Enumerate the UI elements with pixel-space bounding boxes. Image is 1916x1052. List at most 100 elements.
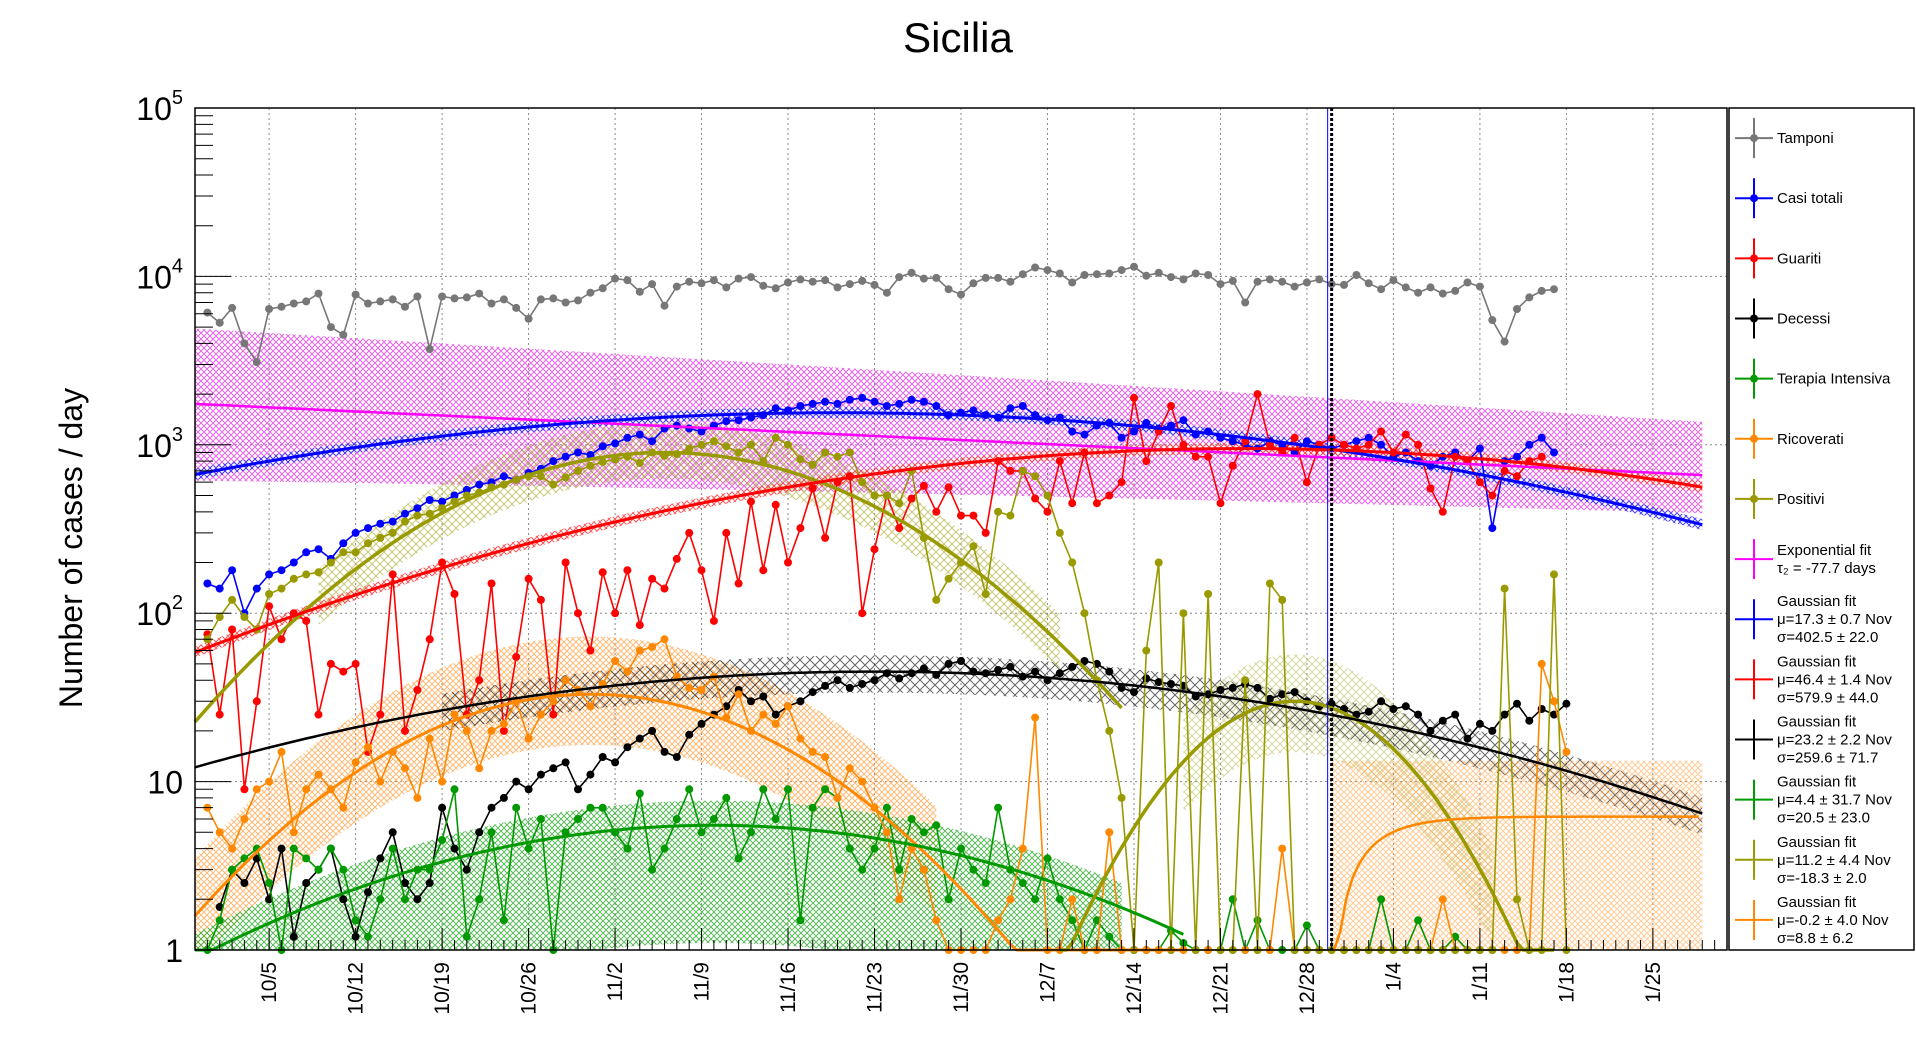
data-point-casi-totali — [314, 545, 323, 554]
data-point-tamponi — [1352, 271, 1361, 279]
data-point-decessi — [1401, 702, 1410, 711]
data-point-terapia-intensiva — [821, 785, 830, 794]
data-point-guariti — [252, 697, 261, 706]
data-point-tamponi — [388, 295, 397, 304]
data-point-casi-totali — [919, 397, 928, 406]
data-point-casi-totali — [277, 566, 286, 575]
data-point-decessi — [413, 895, 422, 904]
data-point-ricoverati — [895, 895, 904, 904]
data-point-casi-totali — [907, 395, 916, 404]
x-tick-label: 1/25 — [1642, 962, 1665, 1003]
data-point-decessi — [598, 753, 607, 761]
data-point-terapia-intensiva — [635, 789, 644, 798]
data-point-guariti — [574, 609, 582, 618]
data-point-casi-totali — [1018, 402, 1027, 410]
data-point-decessi — [1438, 716, 1447, 725]
data-point-decessi — [1154, 678, 1163, 687]
data-point-positivi — [265, 590, 274, 598]
data-point-casi-totali — [302, 548, 311, 557]
data-point-ricoverati — [314, 770, 323, 779]
data-point-casi-totali — [1006, 404, 1015, 413]
data-point-terapia-intensiva — [981, 879, 990, 887]
data-point-guariti — [932, 507, 941, 516]
data-point-casi-totali — [351, 528, 360, 537]
legend-marker-dot-guariti — [1750, 254, 1758, 263]
data-point-tamponi — [1216, 280, 1225, 289]
data-point-tamponi — [1438, 289, 1447, 298]
data-point-guariti — [1537, 452, 1546, 461]
y-tick-label: 103 — [136, 424, 183, 464]
data-point-ricoverati — [771, 719, 780, 728]
data-point-terapia-intensiva — [623, 844, 632, 853]
data-point-guariti — [1475, 478, 1484, 487]
data-point-tamponi — [623, 276, 632, 285]
data-point-guariti — [339, 667, 348, 676]
data-point-ricoverati — [536, 710, 545, 719]
data-point-decessi — [277, 844, 286, 853]
x-tick-label: 10/26 — [518, 962, 541, 1015]
data-point-ricoverati — [302, 785, 311, 794]
data-point-guariti — [561, 558, 570, 567]
data-point-positivi — [598, 458, 607, 466]
data-point-guariti — [1191, 452, 1200, 461]
data-point-guariti — [487, 579, 496, 588]
data-point-guariti — [598, 568, 607, 577]
data-point-guariti — [1105, 491, 1114, 500]
data-point-tamponi — [277, 302, 286, 311]
x-tick-label: 11/2 — [604, 962, 627, 1001]
data-point-ricoverati — [524, 734, 533, 743]
data-point-guariti — [388, 570, 397, 579]
data-point-casi-totali — [1302, 437, 1311, 446]
data-point-casi-totali — [1488, 524, 1497, 533]
data-point-guariti — [1513, 472, 1521, 481]
data-point-guariti — [1488, 491, 1497, 500]
data-point-tamponi — [1055, 269, 1064, 278]
data-point-guariti — [1327, 433, 1336, 442]
data-point-guariti — [623, 566, 632, 575]
data-point-tamponi — [1451, 286, 1460, 295]
data-point-decessi — [907, 669, 916, 678]
data-point-casi-totali — [747, 413, 755, 422]
data-point-positivi — [697, 440, 706, 449]
data-point-casi-totali — [969, 406, 978, 415]
data-point-tamponi — [808, 277, 817, 286]
data-point-decessi — [895, 674, 904, 683]
data-point-casi-totali — [1525, 440, 1534, 449]
data-point-terapia-intensiva — [697, 828, 706, 837]
data-point-casi-totali — [697, 427, 706, 436]
data-point-positivi — [685, 444, 694, 453]
data-point-ricoverati — [784, 702, 792, 711]
data-point-tamponi — [1018, 270, 1027, 279]
data-point-guariti — [919, 481, 928, 490]
data-point-guariti — [685, 528, 694, 537]
data-point-positivi — [1105, 726, 1114, 735]
data-point-guariti — [944, 483, 953, 492]
data-point-guariti — [895, 524, 904, 533]
data-point-guariti — [1179, 440, 1188, 449]
data-point-ricoverati — [1537, 659, 1546, 668]
data-point-casi-totali — [1513, 452, 1521, 461]
data-point-guariti — [1142, 457, 1151, 466]
data-point-ricoverati — [1550, 697, 1558, 706]
data-point-casi-totali — [215, 584, 224, 593]
data-point-ricoverati — [339, 803, 348, 812]
data-point-terapia-intensiva — [487, 828, 496, 837]
data-point-ricoverati — [215, 828, 224, 837]
data-point-tamponi — [648, 280, 657, 289]
data-point-positivi — [277, 584, 286, 593]
data-point-tamponi — [969, 279, 978, 288]
legend-label-fit-2: Gaussian fit — [1777, 653, 1857, 670]
data-point-positivi — [845, 448, 854, 457]
x-tick-label: 10/5 — [258, 962, 281, 1003]
data-point-casi-totali — [376, 519, 385, 528]
data-point-terapia-intensiva — [1018, 879, 1027, 887]
data-point-terapia-intensiva — [289, 844, 298, 853]
x-tick-label: 11/16 — [777, 962, 800, 1013]
x-tick-label: 12/21 — [1209, 962, 1232, 1015]
fit-curve-exponential — [194, 402, 1703, 477]
data-point-decessi — [1451, 710, 1460, 719]
data-point-positivi — [1055, 528, 1064, 537]
data-point-casi-totali — [364, 524, 372, 533]
data-point-ricoverati — [1562, 747, 1571, 756]
fit-curve-orange-2 — [1332, 815, 1699, 951]
